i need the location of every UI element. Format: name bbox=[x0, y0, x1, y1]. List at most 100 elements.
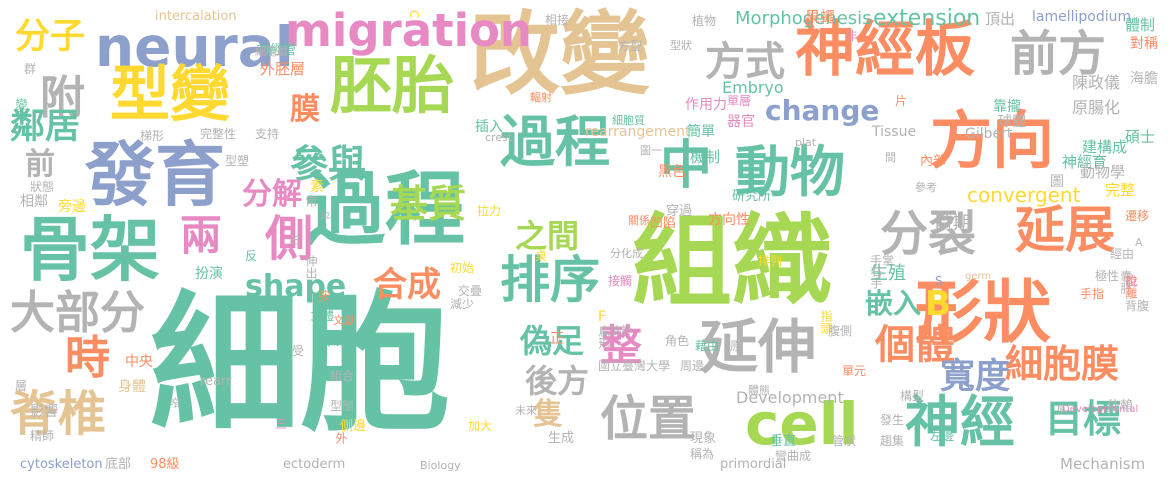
cloud-word: 三 bbox=[275, 417, 288, 431]
cloud-word: 交疊 bbox=[458, 284, 483, 298]
cloud-word: intercalation bbox=[155, 9, 237, 24]
cloud-word: ectoderm bbox=[283, 457, 346, 472]
cloud-word: 陳政儀 bbox=[1072, 73, 1121, 92]
cloud-word: plat bbox=[795, 136, 817, 149]
cloud-word: rearr bbox=[200, 374, 232, 389]
cloud-word: 群 bbox=[24, 62, 37, 76]
cloud-word: Developmental bbox=[1062, 404, 1139, 415]
cloud-word: 分解 bbox=[242, 177, 302, 212]
cloud-word: 片 bbox=[895, 94, 908, 108]
cloud-word: 時 bbox=[65, 331, 111, 384]
cloud-word: 完整 bbox=[1105, 181, 1136, 199]
cloud-word: 減少 bbox=[450, 297, 475, 311]
cloud-word: 身體 bbox=[118, 379, 146, 395]
cloud-word: A bbox=[1135, 236, 1143, 249]
cloud-word: 分化成 bbox=[610, 247, 643, 260]
cloud-word: 脫離 bbox=[1124, 275, 1138, 299]
cloud-word: migration bbox=[285, 4, 532, 57]
cloud-word: 神經育 bbox=[1062, 153, 1108, 171]
cloud-word: cytoskeleton bbox=[20, 457, 103, 472]
cloud-word: 細胞膜 bbox=[1005, 342, 1120, 386]
cloud-word: 胚胎 bbox=[330, 49, 455, 122]
cloud-word: 方向性 bbox=[708, 212, 750, 228]
cloud-word: 平 bbox=[320, 211, 331, 224]
cloud-word: 囊胚 bbox=[1119, 270, 1133, 294]
cloud-word: 生成 bbox=[548, 431, 575, 446]
cloud-word: 相鄰 bbox=[20, 194, 48, 210]
cloud-word: 寬度 bbox=[940, 357, 1011, 397]
cloud-word: 單元 bbox=[842, 364, 867, 378]
cloud-word: 海膽 bbox=[1130, 71, 1158, 87]
cloud-word: Embryo bbox=[722, 78, 784, 97]
cloud-word: 發生 bbox=[880, 413, 905, 427]
cloud-word: 作用力 bbox=[685, 97, 727, 113]
cloud-word: 周邊 bbox=[680, 359, 705, 373]
cloud-word: 個體 bbox=[875, 322, 955, 368]
cloud-word: change bbox=[765, 94, 880, 127]
cloud-word: 隻 bbox=[533, 397, 563, 432]
cloud-word: 桌 bbox=[535, 249, 548, 263]
cloud-word: 加大 bbox=[468, 419, 493, 433]
cloud-word: 拉 bbox=[1125, 274, 1138, 288]
cloud-word: 初始 bbox=[450, 261, 475, 275]
cloud-word: 大部分 bbox=[10, 286, 146, 339]
cloud-word: 後方 bbox=[525, 362, 590, 400]
cloud-word: Biology bbox=[420, 459, 461, 472]
cloud-word: 變形 bbox=[14, 98, 28, 122]
cloud-word: 間 bbox=[885, 151, 896, 164]
cloud-word: 相接 bbox=[545, 13, 570, 27]
cloud-word: 狀態 bbox=[30, 180, 55, 194]
cloud-word: rearrangement bbox=[585, 124, 691, 140]
cloud-word: 完整性 bbox=[200, 127, 237, 141]
cloud-word: 構型 bbox=[900, 389, 925, 403]
cloud-word: 組合 bbox=[330, 369, 355, 383]
cloud-word: 動物 bbox=[735, 140, 846, 204]
cloud-word: 精師 bbox=[30, 429, 55, 443]
cloud-word: 內部 bbox=[920, 154, 947, 169]
cloud-word: 遷移 bbox=[1125, 209, 1150, 223]
cloud-word: 插入 bbox=[475, 119, 503, 135]
cloud-word: 對稱 bbox=[1130, 36, 1158, 52]
cloud-word: 關係 bbox=[628, 214, 650, 227]
cloud-word: 素 bbox=[310, 179, 324, 195]
cloud-word: 型狀 bbox=[670, 39, 692, 52]
cloud-word: 扁形 bbox=[597, 325, 611, 349]
cloud-word: 依賴 bbox=[1107, 399, 1134, 414]
cloud-word: 排列 bbox=[758, 254, 783, 268]
cloud-word: 文獻 bbox=[333, 314, 355, 327]
cloud-word: 形狀 bbox=[915, 274, 1052, 353]
cloud-word: 體制 bbox=[1125, 16, 1156, 34]
cloud-word: 分子 bbox=[15, 17, 86, 57]
cloud-word: 彎曲成 bbox=[775, 449, 812, 463]
cloud-word: 層 bbox=[15, 379, 28, 393]
cloud-word: 垂直 bbox=[770, 434, 797, 449]
cloud-word: 反 bbox=[245, 249, 258, 263]
cloud-word: 側 bbox=[265, 211, 314, 267]
cloud-word: 位置 bbox=[600, 391, 697, 447]
cloud-word: 排序 bbox=[500, 251, 600, 309]
cloud-word: convergent bbox=[967, 183, 1081, 207]
cloud-word: crest bbox=[485, 131, 513, 144]
cloud-word: 原腸化 bbox=[1072, 98, 1121, 117]
cloud-word: 未來 bbox=[515, 404, 537, 417]
cloud-word: 神經板 bbox=[795, 15, 975, 85]
cloud-word: 外 bbox=[334, 432, 348, 444]
cloud-word: 前方 bbox=[1010, 26, 1107, 82]
cloud-word: 組織 bbox=[632, 203, 832, 320]
cloud-word: 左邊 bbox=[930, 429, 955, 443]
cloud-word: neural bbox=[95, 15, 294, 79]
cloud-word: Morphogenesis bbox=[735, 8, 872, 29]
cloud-word: 方式 bbox=[705, 39, 785, 85]
cloud-word: 立體 bbox=[310, 309, 335, 323]
cloud-word: 參與 bbox=[290, 142, 367, 186]
cloud-word: 過程 bbox=[500, 110, 611, 174]
cloud-word: 梯形 bbox=[140, 129, 165, 143]
cloud-word: 方向 bbox=[930, 104, 1055, 177]
cloud-word: 中 bbox=[660, 136, 713, 196]
cloud-word: 建構成 bbox=[1082, 138, 1128, 156]
cloud-word: 國立臺灣大學 bbox=[598, 359, 671, 373]
cloud-word: 型態 bbox=[330, 399, 355, 413]
cloud-word: S bbox=[935, 274, 943, 288]
cloud-word: 稱為 bbox=[690, 447, 715, 461]
